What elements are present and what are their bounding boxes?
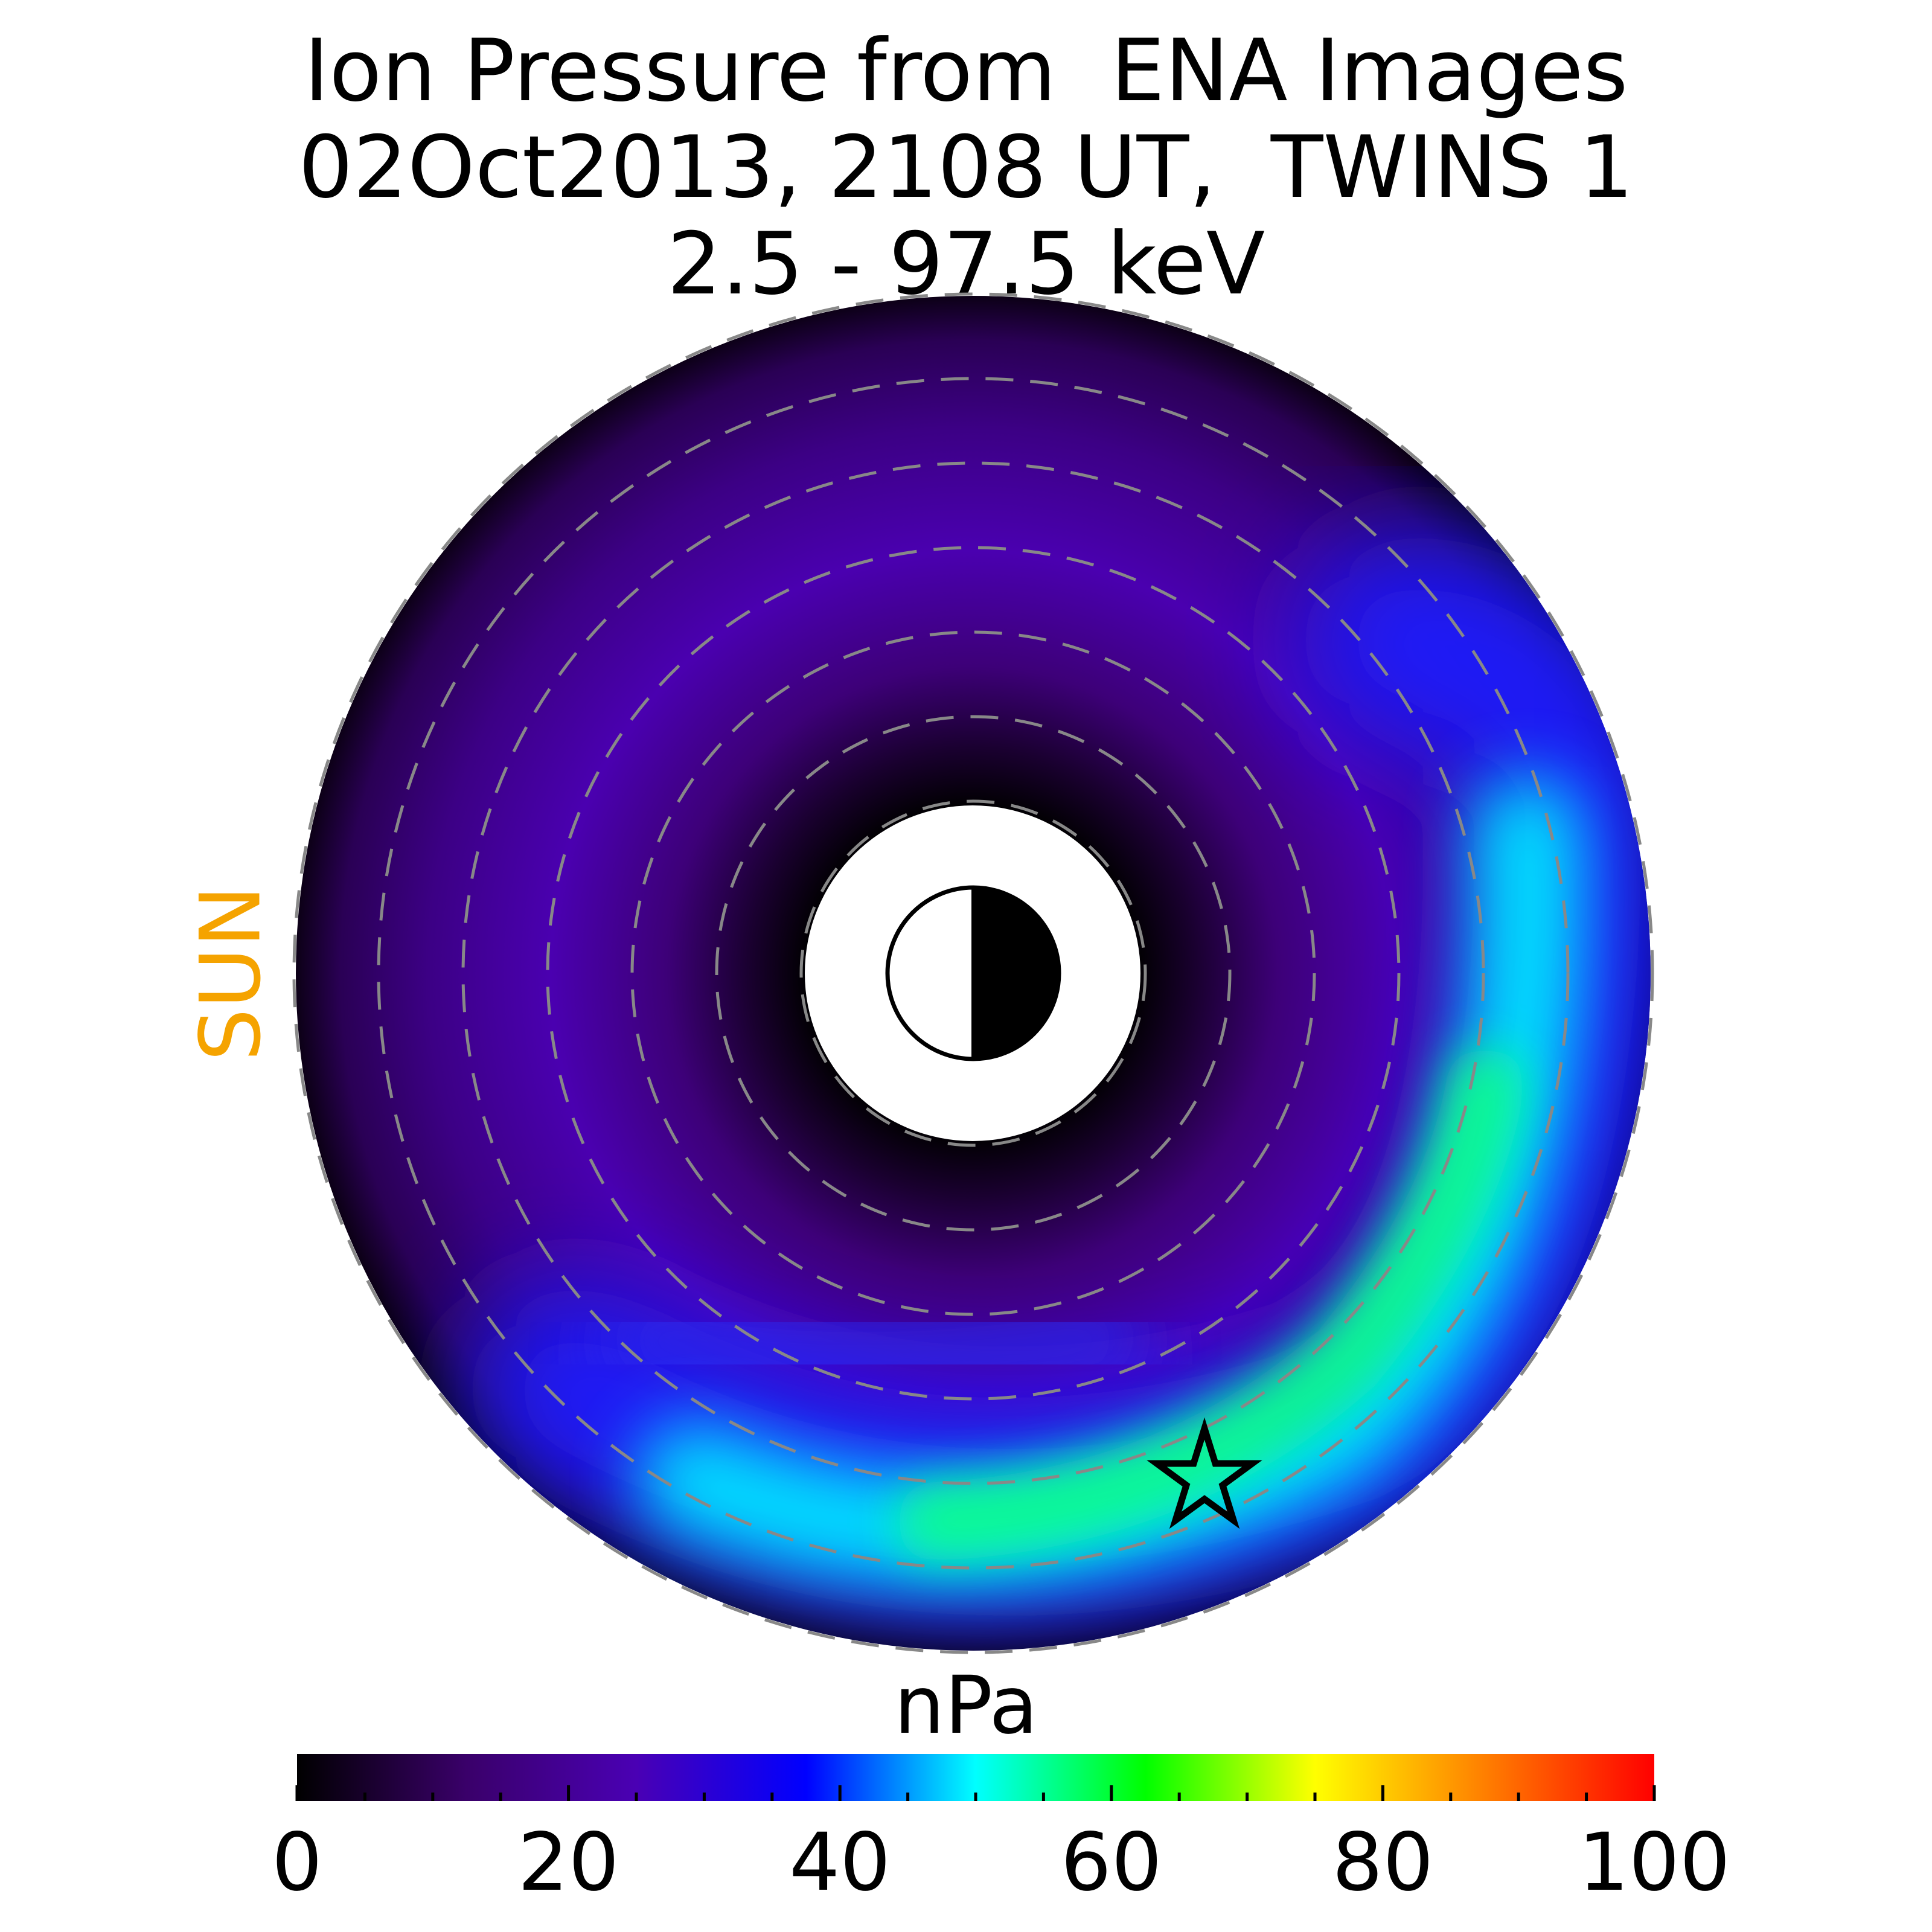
grid-circle — [630, 630, 1316, 1316]
colorbar-tick-label: 60 — [1060, 1816, 1162, 1909]
grid-circle — [461, 461, 1485, 1485]
grid-circles — [292, 292, 1654, 1654]
satellite-star-icon — [1147, 1417, 1262, 1529]
colorbar — [295, 1754, 1656, 1801]
title-line-2: 02Oct2013, 2108 UT, TWINS 1 — [298, 118, 1634, 217]
earth-icon — [885, 885, 1061, 1061]
colorbar-tick-label: 80 — [1332, 1816, 1434, 1909]
sun-direction-label: SUN — [182, 885, 280, 1061]
colorbar-tick-label: 20 — [517, 1816, 619, 1909]
pressure-ring — [296, 296, 1651, 1651]
grid-circle — [377, 377, 1570, 1570]
grid-circle — [546, 546, 1401, 1401]
title-line-1: Ion Pressure from ENA Images — [304, 21, 1628, 121]
grid-circle — [799, 799, 1147, 1147]
colorbar-tick-label: 100 — [1578, 1816, 1730, 1909]
grid-circle — [715, 715, 1232, 1232]
colorbar-unit-label: nPa — [894, 1659, 1038, 1752]
grid-circle — [292, 292, 1654, 1654]
colorbar-ticks — [295, 1785, 1656, 1801]
colorbar-tick-label: 40 — [789, 1816, 891, 1909]
colorbar-tick-label: 0 — [272, 1816, 322, 1909]
